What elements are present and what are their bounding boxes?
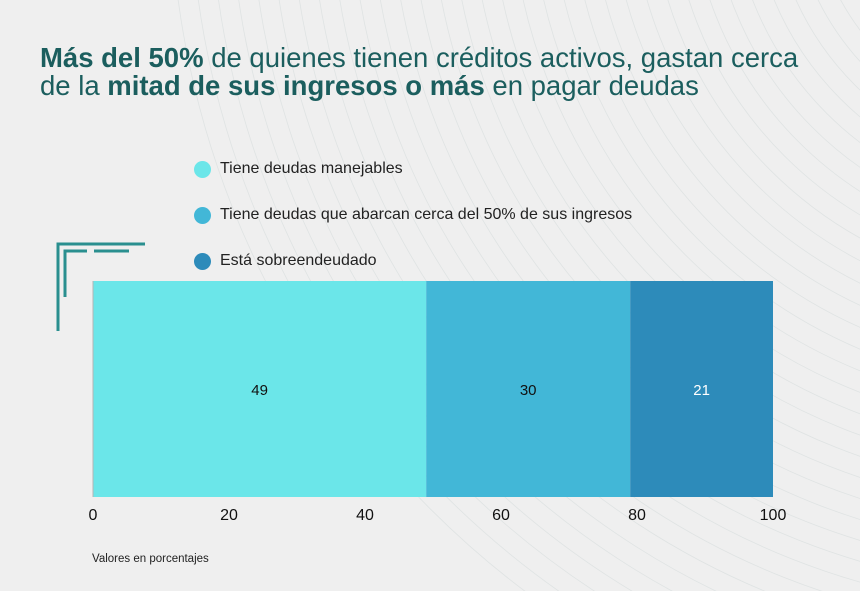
legend-label: Tiene deudas manejables <box>220 160 403 177</box>
legend-swatch-icon <box>194 160 211 178</box>
legend-swatch-icon <box>194 252 211 270</box>
bar-value-label: 21 <box>693 382 710 399</box>
legend-item: Tiene deudas manejables <box>194 146 632 192</box>
corner-bracket-decoration <box>56 242 145 331</box>
title-text: en pagar deudas <box>484 70 699 101</box>
x-tick-label: 60 <box>492 507 510 524</box>
title-text: de quienes tienen créditos activos, gast… <box>40 42 799 101</box>
legend-item: Está sobreendeudado <box>194 238 632 284</box>
chart-title: Más del 50% de quienes tienen créditos a… <box>40 44 820 100</box>
bar-segment <box>426 281 631 497</box>
legend-swatch-icon <box>194 206 211 224</box>
title-emphasis: Más del 50% <box>40 42 204 73</box>
inner-bracket-line <box>63 249 87 297</box>
x-tick-label: 0 <box>89 507 98 524</box>
x-tick-label: 20 <box>220 507 238 524</box>
legend-item: Tiene deudas que abarcan cerca del 50% d… <box>194 192 632 238</box>
title-emphasis: mitad de sus ingresos o más <box>107 70 485 101</box>
legend-label: Tiene deudas que abarcan cerca del 50% d… <box>220 206 633 223</box>
legend-label: Está sobreendeudado <box>220 252 377 269</box>
bar-value-label: 30 <box>520 382 537 399</box>
x-tick-label: 40 <box>356 507 374 524</box>
outer-bracket-line <box>56 242 145 331</box>
x-tick-label: 80 <box>628 507 646 524</box>
bar-value-label: 49 <box>251 382 268 399</box>
legend: Tiene deudas manejables Tiene deudas que … <box>194 146 632 284</box>
bar-segment <box>93 281 427 497</box>
footnote: Valores en porcentajes <box>92 553 209 565</box>
bar-segment <box>630 281 773 497</box>
x-tick-label: 100 <box>760 507 787 524</box>
